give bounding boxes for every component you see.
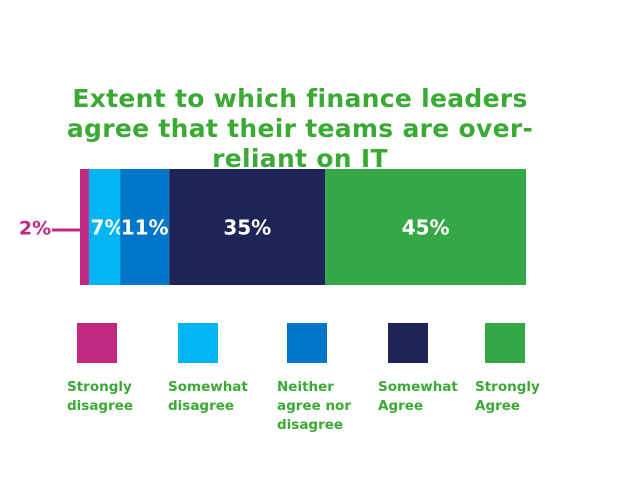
- legend-swatch: [77, 323, 117, 363]
- bar-segment: [120, 169, 170, 285]
- chart-title: Extent to which finance leaders agree th…: [66, 84, 534, 173]
- legend-label: Neither agree nor disagree: [277, 379, 351, 433]
- data-label: 2%: [19, 218, 51, 240]
- bar-segment: [80, 169, 89, 285]
- legend-swatch: [287, 323, 327, 363]
- legend-label: Strongly disagree: [67, 379, 134, 414]
- bar-segment: [325, 169, 526, 285]
- legend-swatch: [485, 323, 525, 363]
- bar-segment: [169, 169, 326, 285]
- legend-label: Somewhat Agree: [378, 379, 458, 414]
- data-label: 45%: [402, 216, 450, 240]
- data-label: 11%: [121, 216, 169, 240]
- data-label: 35%: [223, 216, 271, 240]
- legend-swatch: [178, 323, 218, 363]
- data-label: 7%: [91, 216, 125, 240]
- bar-segment: [88, 169, 121, 285]
- legend-swatch: [388, 323, 428, 363]
- legend-label: Somewhat disagree: [168, 379, 248, 414]
- legend-label: Strongly Agree: [475, 379, 540, 414]
